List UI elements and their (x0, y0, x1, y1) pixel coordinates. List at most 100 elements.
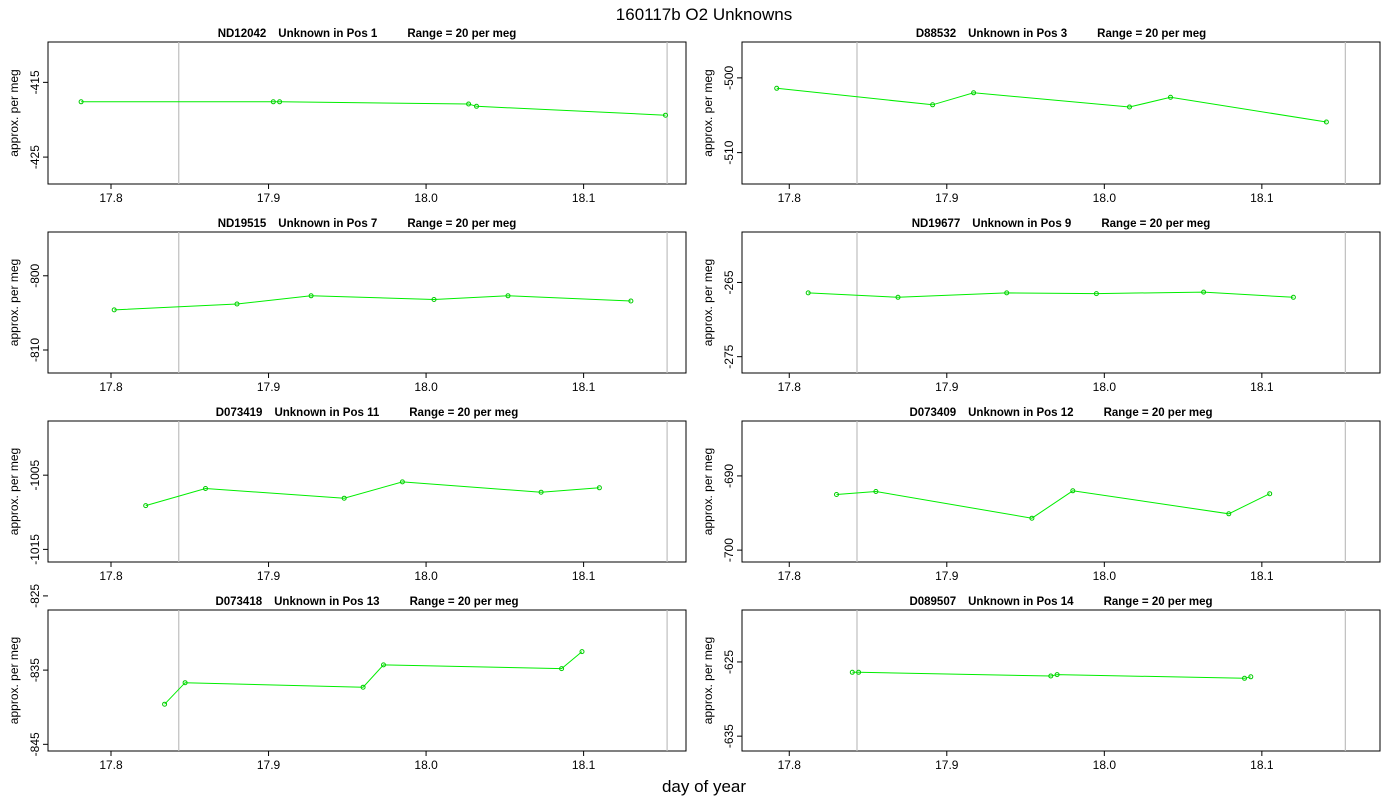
series-line (81, 101, 666, 116)
data-point (849, 669, 855, 675)
y-tick-label: -1015 (28, 534, 42, 565)
figure-x-axis-label: day of year (662, 777, 746, 796)
y-axis-label: approx. per meg (701, 259, 715, 346)
panel-title-position: Unknown in Pos 14 (968, 596, 1074, 608)
panel-title-range: Range = 20 per meg (407, 218, 516, 230)
data-point (1004, 290, 1010, 296)
panel-title-id: D073418 (215, 596, 262, 608)
series-line (145, 481, 600, 507)
panel-title-id: D88532 (916, 28, 956, 40)
y-axis-label: approx. per meg (701, 637, 715, 724)
panels-group: ND12042 Unknown in Pos 1 Range = 20 per me… (7, 28, 1381, 772)
data-point (466, 101, 472, 107)
data-point (596, 485, 602, 491)
x-tick-label: 18.1 (1250, 758, 1274, 772)
data-point (111, 307, 117, 313)
data-point (143, 503, 149, 509)
panel-title: D88532 Unknown in Pos 3 Range = 20 per meg (916, 28, 1206, 40)
x-tick-label: 18.1 (572, 758, 596, 772)
data-point (805, 290, 811, 296)
panel-8: D089507 Unknown in Pos 14 Range = 20 per m… (701, 596, 1381, 772)
x-tick-label: 18.1 (1250, 380, 1274, 394)
data-point (162, 701, 168, 707)
y-tick-label: -825 (28, 584, 42, 608)
panel-title-id: ND12042 (218, 28, 267, 40)
plot-frame (47, 41, 687, 185)
data-point (399, 479, 405, 485)
panel-title-id: ND19515 (218, 218, 267, 230)
data-point (1093, 291, 1099, 297)
panel-title-id: ND19677 (912, 218, 961, 230)
y-tick-label: -690 (722, 464, 736, 488)
data-point (1201, 289, 1207, 295)
data-point (1070, 488, 1076, 494)
panel-title-position: Unknown in Pos 13 (274, 596, 379, 608)
panel-7: D073418 Unknown in Pos 13 Range = 20 per m… (7, 584, 687, 772)
x-tick-label: 17.9 (257, 191, 281, 205)
panel-title-id: D073409 (909, 407, 956, 419)
x-tick-label: 18.1 (572, 569, 596, 583)
x-tick-label: 17.9 (935, 380, 959, 394)
y-axis-label: approx. per meg (7, 637, 21, 724)
panel-title-position: Unknown in Pos 11 (274, 407, 379, 419)
x-tick-label: 17.8 (99, 758, 123, 772)
panel-title-position: Unknown in Pos 12 (968, 407, 1073, 419)
panel-title: D089507 Unknown in Pos 14 Range = 20 per m… (909, 596, 1212, 608)
panel-4: ND19677 Unknown in Pos 9 Range = 20 per me… (701, 218, 1381, 394)
panel-title-position: Unknown in Pos 7 (278, 218, 377, 230)
data-point (1267, 491, 1273, 497)
data-point (1323, 119, 1329, 125)
panel-title: D073419 Unknown in Pos 11 Range = 20 per m… (216, 407, 518, 419)
plot-frame (741, 420, 1381, 563)
x-tick-label: 17.8 (99, 380, 123, 394)
panel-title-range: Range = 20 per meg (409, 407, 518, 419)
plot-frame (741, 609, 1381, 752)
data-point (1226, 511, 1232, 517)
x-tick-label: 17.8 (778, 758, 802, 772)
data-point (579, 649, 585, 655)
x-tick-label: 17.8 (99, 191, 123, 205)
series-line (164, 651, 583, 705)
panel-title: D073418 Unknown in Pos 13 Range = 20 per m… (215, 596, 518, 608)
panel-title-range: Range = 20 per meg (407, 28, 516, 40)
data-point (381, 662, 386, 668)
series-line (776, 87, 1327, 123)
x-tick-label: 18.1 (1250, 569, 1274, 583)
data-point (834, 492, 839, 497)
data-point (182, 680, 188, 686)
data-point (1168, 94, 1173, 100)
panel-title: ND19677 Unknown in Pos 9 Range = 20 per me… (912, 218, 1211, 230)
data-point (234, 301, 240, 307)
plot-frame (47, 231, 687, 374)
plot-frame (741, 41, 1381, 185)
panel-title-position: Unknown in Pos 3 (968, 28, 1067, 40)
panel-1: ND12042 Unknown in Pos 1 Range = 20 per me… (7, 28, 687, 205)
panel-title-position: Unknown in Pos 1 (278, 28, 378, 40)
x-tick-label: 17.9 (935, 758, 959, 772)
y-tick-label: -635 (722, 724, 736, 748)
data-point (774, 85, 780, 91)
data-point (1248, 674, 1254, 680)
y-tick-label: -845 (28, 732, 42, 756)
panel-title-range: Range = 20 per meg (1097, 28, 1206, 40)
panel-title-range: Range = 20 per meg (1104, 407, 1213, 419)
panel-title: ND19515 Unknown in Pos 7 Range = 20 per me… (218, 218, 517, 230)
x-tick-label: 18.0 (1093, 569, 1117, 583)
panel-6: D073409 Unknown in Pos 12 Range = 20 per m… (701, 407, 1381, 583)
plot-frame (47, 420, 687, 563)
x-tick-label: 18.0 (414, 380, 438, 394)
x-tick-label: 17.9 (257, 380, 281, 394)
y-tick-label: -1005 (28, 460, 42, 491)
series-line (852, 671, 1251, 679)
y-tick-label: -510 (722, 140, 736, 164)
plot-frame (47, 609, 687, 752)
data-point (559, 666, 565, 672)
y-tick-label: -835 (28, 658, 42, 682)
data-point (308, 293, 314, 299)
x-tick-label: 18.0 (1093, 380, 1117, 394)
y-tick-label: -625 (722, 650, 736, 674)
panel-title-id: D073419 (216, 407, 263, 419)
y-tick-label: -810 (28, 338, 42, 362)
x-tick-label: 17.9 (257, 758, 281, 772)
